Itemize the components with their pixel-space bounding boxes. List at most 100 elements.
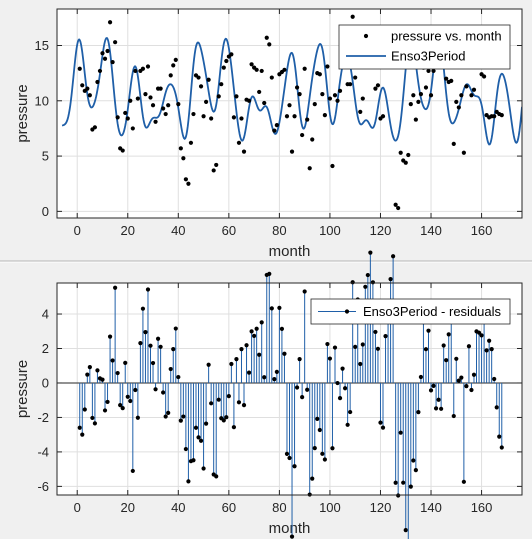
- data-point: [135, 96, 140, 101]
- data-point: [115, 115, 120, 120]
- data-point: [206, 77, 211, 82]
- residual-marker: [360, 342, 365, 347]
- residual-marker: [183, 446, 188, 452]
- residual-marker: [153, 387, 158, 392]
- residual-marker: [469, 387, 474, 393]
- data-point: [348, 82, 353, 87]
- residual-marker: [206, 362, 211, 367]
- residual-marker: [302, 289, 307, 294]
- data-point: [246, 98, 252, 103]
- data-point: [274, 123, 279, 128]
- residual-marker: [113, 285, 118, 290]
- top-xtick-label: 80: [272, 223, 286, 238]
- data-point: [403, 160, 408, 165]
- data-point: [350, 14, 355, 19]
- residual-marker: [441, 343, 446, 348]
- data-point: [396, 205, 401, 211]
- data-point: [123, 110, 128, 116]
- residual-marker: [229, 361, 234, 367]
- residual-marker: [130, 468, 135, 474]
- residual-marker: [413, 467, 418, 473]
- data-point: [469, 93, 474, 98]
- data-point: [380, 114, 386, 119]
- data-point: [166, 103, 171, 108]
- data-point: [173, 57, 178, 62]
- residual-marker: [100, 377, 105, 382]
- data-point: [241, 149, 247, 154]
- residual-marker: [201, 466, 206, 471]
- data-point: [259, 68, 264, 74]
- residual-marker: [234, 356, 239, 362]
- residual-marker: [107, 334, 113, 339]
- data-point: [148, 95, 153, 100]
- residual-marker: [332, 345, 338, 350]
- data-point: [461, 150, 466, 155]
- residual-marker: [398, 430, 403, 435]
- residual-marker: [155, 336, 161, 341]
- bottom-xtick-label: 20: [121, 500, 135, 515]
- legend-label-fit: Enso3Period: [391, 49, 465, 64]
- data-point: [257, 89, 262, 95]
- data-point: [92, 125, 98, 130]
- residual-marker: [176, 374, 181, 380]
- residual-marker: [138, 341, 143, 346]
- data-point: [305, 117, 310, 122]
- data-point: [302, 66, 307, 71]
- residual-marker: [499, 445, 504, 450]
- data-point: [201, 114, 206, 119]
- top-xtick-label: 100: [319, 223, 341, 238]
- data-point: [198, 84, 204, 89]
- data-point: [317, 72, 322, 77]
- residual-marker: [257, 352, 262, 357]
- residual-marker: [476, 330, 482, 335]
- top-legend-box: [338, 24, 511, 70]
- residual-marker: [140, 306, 146, 311]
- data-point: [254, 67, 259, 72]
- data-point: [398, 150, 403, 155]
- residual-marker: [244, 343, 249, 348]
- data-point: [449, 78, 454, 83]
- residual-marker: [423, 347, 429, 352]
- residual-marker: [292, 464, 297, 469]
- data-point: [393, 202, 398, 207]
- data-point: [300, 132, 305, 138]
- data-point: [214, 162, 219, 168]
- data-point: [297, 92, 302, 97]
- residual-marker: [224, 415, 229, 420]
- residual-marker: [252, 333, 257, 338]
- residual-marker: [294, 385, 300, 390]
- data-point: [322, 113, 327, 118]
- residual-marker: [279, 326, 285, 331]
- data-point: [183, 177, 188, 182]
- residual-marker: [426, 328, 431, 333]
- residual-marker: [383, 334, 388, 339]
- data-point: [113, 40, 118, 45]
- residual-marker: [216, 397, 221, 402]
- residual-marker: [204, 421, 209, 426]
- residual-marker: [408, 484, 413, 489]
- data-point: [287, 103, 292, 108]
- residual-marker: [171, 347, 176, 352]
- residual-marker: [337, 396, 343, 401]
- top-xtick-label: 60: [222, 223, 236, 238]
- residual-marker: [393, 480, 398, 485]
- top-xtick-label: 160: [471, 223, 493, 238]
- residual-marker: [380, 425, 386, 430]
- residual-marker: [487, 338, 492, 343]
- residual-marker: [87, 365, 92, 370]
- bottom-xlabel: month: [269, 520, 311, 537]
- residual-marker: [173, 326, 178, 331]
- legend-label-residuals: Enso3Period - residuals: [363, 304, 502, 319]
- data-point: [360, 96, 365, 101]
- residual-marker: [161, 390, 166, 395]
- residual-marker: [358, 361, 363, 367]
- residual-marker: [120, 405, 125, 411]
- residual-marker: [196, 435, 201, 440]
- residual-marker: [368, 250, 373, 255]
- residual-marker: [135, 415, 140, 420]
- data-point: [262, 100, 267, 106]
- residual-marker: [105, 399, 110, 405]
- data-point: [444, 76, 449, 81]
- residual-marker: [461, 479, 466, 484]
- residual-marker: [249, 329, 254, 334]
